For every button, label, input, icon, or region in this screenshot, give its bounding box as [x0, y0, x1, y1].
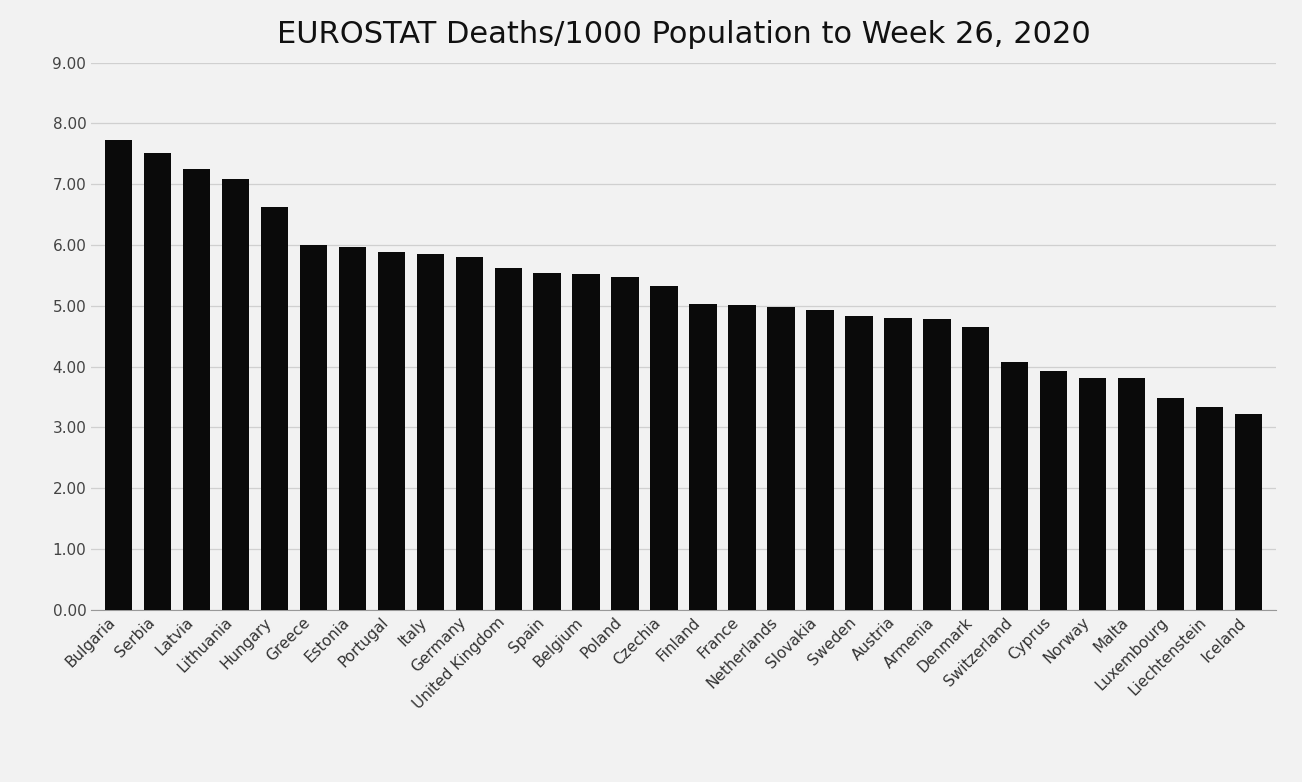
Bar [534, 273, 561, 610]
Bar [1001, 362, 1029, 610]
Bar [1040, 371, 1068, 610]
Bar [884, 318, 911, 610]
Bar [417, 254, 444, 610]
Bar [299, 245, 327, 610]
Bar [612, 277, 639, 610]
Bar [143, 152, 171, 610]
Bar [689, 304, 716, 610]
Bar [573, 274, 600, 610]
Bar [1118, 378, 1146, 610]
Bar [260, 207, 288, 610]
Bar [221, 179, 249, 610]
Bar [456, 256, 483, 610]
Bar [339, 247, 366, 610]
Bar [962, 327, 990, 610]
Bar [104, 141, 132, 610]
Bar [1197, 407, 1224, 610]
Bar [1157, 398, 1185, 610]
Title: EUROSTAT Deaths/1000 Population to Week 26, 2020: EUROSTAT Deaths/1000 Population to Week … [276, 20, 1090, 49]
Bar [845, 316, 872, 610]
Bar [651, 286, 678, 610]
Bar [806, 310, 833, 610]
Bar [1079, 378, 1107, 610]
Bar [1236, 414, 1263, 610]
Bar [495, 268, 522, 610]
Bar [767, 307, 794, 610]
Bar [728, 305, 755, 610]
Bar [923, 318, 950, 610]
Bar [378, 253, 405, 610]
Bar [182, 169, 210, 610]
